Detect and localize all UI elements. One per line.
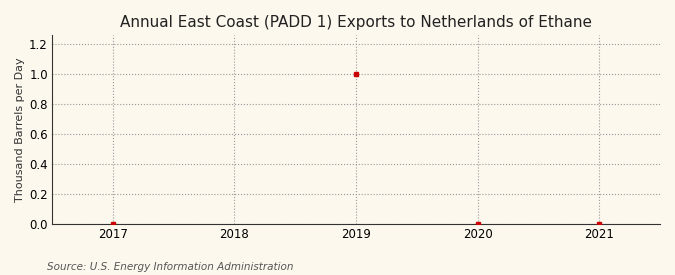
Title: Annual East Coast (PADD 1) Exports to Netherlands of Ethane: Annual East Coast (PADD 1) Exports to Ne… bbox=[120, 15, 592, 30]
Y-axis label: Thousand Barrels per Day: Thousand Barrels per Day bbox=[15, 57, 25, 202]
Text: Source: U.S. Energy Information Administration: Source: U.S. Energy Information Administ… bbox=[47, 262, 294, 272]
